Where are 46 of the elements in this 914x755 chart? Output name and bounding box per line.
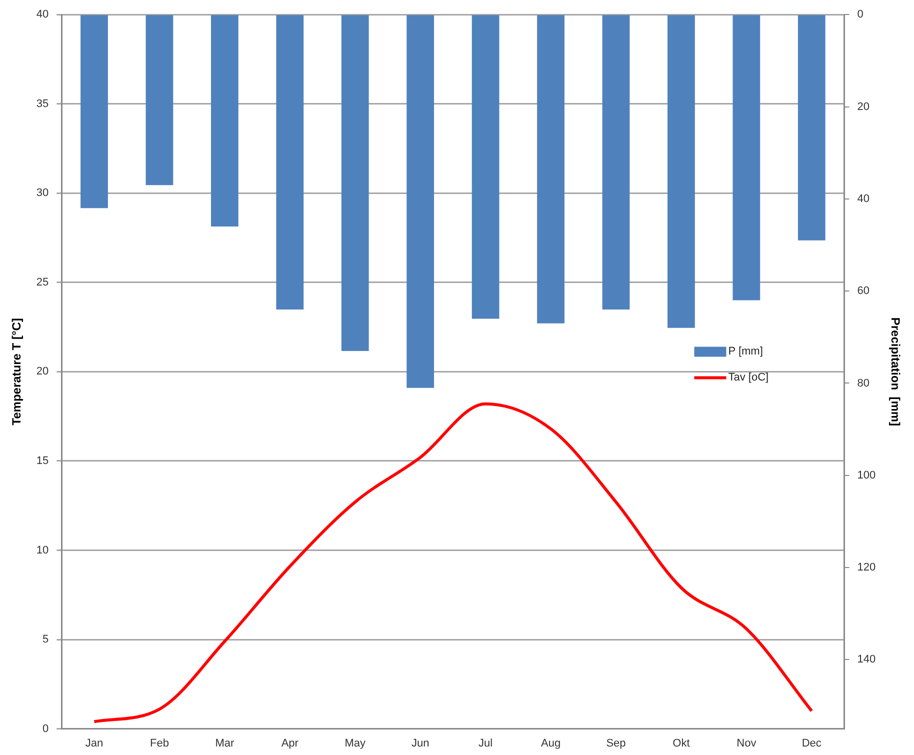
- y2-tick-label: 120: [857, 562, 876, 574]
- x-tick-label: Nov: [736, 737, 757, 750]
- x-tick-label: May: [344, 737, 366, 750]
- y-tick-label: 40: [36, 8, 49, 21]
- bar: [406, 15, 434, 388]
- x-tick-label: Okt: [672, 737, 690, 750]
- y-tick-label: 30: [36, 187, 49, 200]
- bar: [732, 15, 760, 300]
- y2-tick-label: 80: [857, 377, 870, 390]
- bar: [472, 15, 500, 319]
- x-tick-label: Aug: [540, 737, 561, 750]
- y-tick-label: 15: [36, 455, 49, 468]
- x-tick-label: Apr: [281, 737, 299, 750]
- x-tick-label: Jan: [85, 737, 104, 750]
- bar: [341, 15, 369, 351]
- y-tick-label: 10: [36, 544, 49, 556]
- y2-tick-label: 140: [857, 654, 876, 666]
- y2-tick-label: 20: [857, 100, 870, 113]
- y-tick-label: 20: [36, 366, 49, 378]
- bar: [210, 15, 238, 227]
- y2-tick-label: 40: [857, 192, 870, 205]
- x-tick-label: Sep: [606, 737, 626, 750]
- y-tick-label: 35: [36, 98, 49, 110]
- y-tick-label: 25: [36, 276, 49, 288]
- x-tick-label: Jul: [478, 737, 493, 750]
- y2-tick-label: 0: [857, 8, 864, 21]
- x-tick-label: Jun: [411, 737, 430, 750]
- y2-tick-label: 60: [857, 285, 870, 298]
- line-series: [92, 402, 814, 724]
- y-tick-label: 5: [42, 634, 49, 646]
- bar: [146, 15, 174, 186]
- y2-axis-title: Precipitation [mm]: [888, 317, 902, 426]
- bar: [668, 15, 695, 328]
- legend-label: P [mm]: [728, 346, 763, 358]
- bar: [798, 15, 826, 240]
- bar: [602, 15, 630, 310]
- x-tick-label: Feb: [150, 737, 169, 750]
- x-tick-label: Dec: [802, 737, 822, 750]
- x-tick-label: Mar: [215, 737, 234, 750]
- legend-label: Tav [oC]: [728, 372, 769, 384]
- y-axis-title: Temperature T [°C]: [10, 318, 24, 426]
- bar: [276, 15, 304, 310]
- y-tick-label: 0: [42, 722, 49, 735]
- y2-tick-label: 100: [857, 469, 876, 482]
- bar: [80, 15, 108, 208]
- bar: [537, 15, 564, 324]
